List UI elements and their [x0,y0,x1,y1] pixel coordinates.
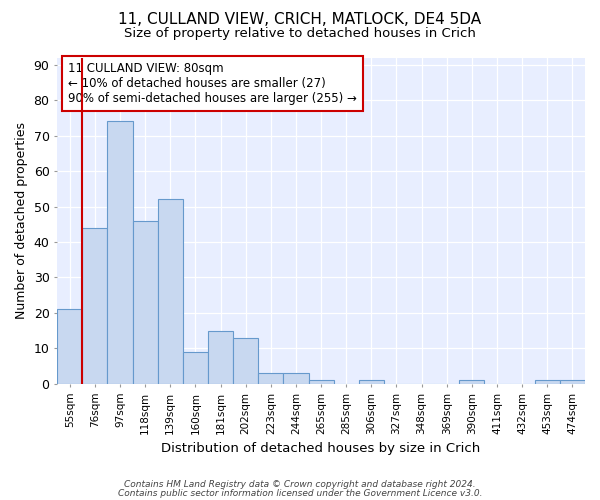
Text: Size of property relative to detached houses in Crich: Size of property relative to detached ho… [124,28,476,40]
Bar [158,200,183,384]
Text: 11 CULLAND VIEW: 80sqm
← 10% of detached houses are smaller (27)
90% of semi-det: 11 CULLAND VIEW: 80sqm ← 10% of detached… [68,62,356,106]
Text: Contains HM Land Registry data © Crown copyright and database right 2024.: Contains HM Land Registry data © Crown c… [124,480,476,489]
Bar [283,374,308,384]
Bar [560,380,585,384]
Bar [133,220,158,384]
Text: 11, CULLAND VIEW, CRICH, MATLOCK, DE4 5DA: 11, CULLAND VIEW, CRICH, MATLOCK, DE4 5D… [118,12,482,28]
Bar [208,330,233,384]
Bar [359,380,384,384]
Bar [258,374,283,384]
X-axis label: Distribution of detached houses by size in Crich: Distribution of detached houses by size … [161,442,481,455]
Bar [57,310,82,384]
Bar [82,228,107,384]
Bar [460,380,484,384]
Bar [233,338,258,384]
Bar [107,122,133,384]
Bar [535,380,560,384]
Bar [308,380,334,384]
Y-axis label: Number of detached properties: Number of detached properties [15,122,28,319]
Bar [183,352,208,384]
Text: Contains public sector information licensed under the Government Licence v3.0.: Contains public sector information licen… [118,489,482,498]
